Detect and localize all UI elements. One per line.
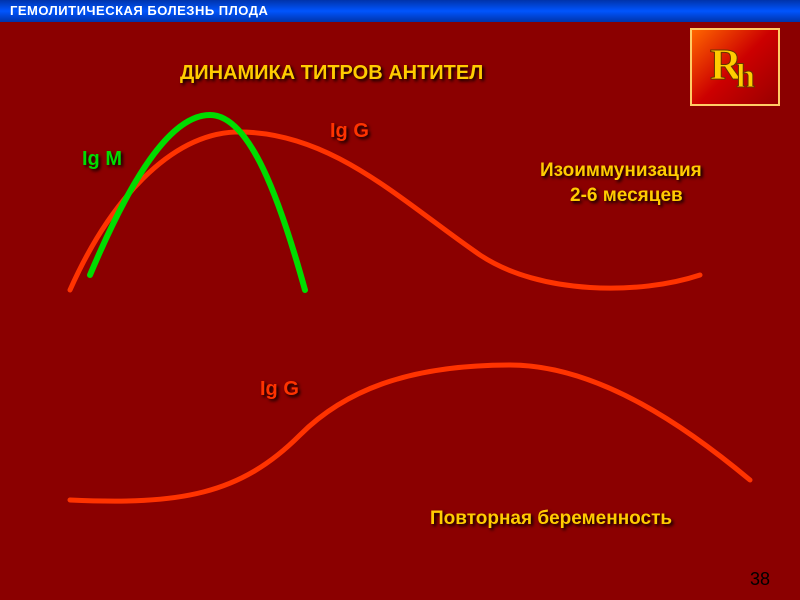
svg-text:h: h — [736, 58, 755, 95]
header-title: ГЕМОЛИТИЧЕСКАЯ БОЛЕЗНЬ ПЛОДА — [10, 3, 268, 18]
rh-badge: R h — [690, 28, 780, 106]
igg-bottom-label: Ig G — [260, 378, 299, 401]
page-number: 38 — [750, 569, 770, 590]
slide-title: ДИНАМИКА ТИТРОВ АНТИТЕЛ — [180, 62, 483, 85]
rh-icon: R h — [700, 37, 770, 97]
repeat-label: Повторная беременность — [430, 508, 672, 530]
igm-label: Ig M — [82, 148, 122, 171]
iso-label-1: Изоиммунизация — [540, 160, 702, 182]
igg-bottom-curve — [70, 365, 750, 501]
igg-top-curve — [70, 132, 700, 290]
header-bar: ГЕМОЛИТИЧЕСКАЯ БОЛЕЗНЬ ПЛОДА — [0, 0, 800, 22]
curves-svg — [0, 0, 800, 600]
iso-label-2: 2-6 месяцев — [570, 185, 683, 207]
igg-top-label: Ig G — [330, 120, 369, 143]
igm-curve — [90, 115, 305, 290]
